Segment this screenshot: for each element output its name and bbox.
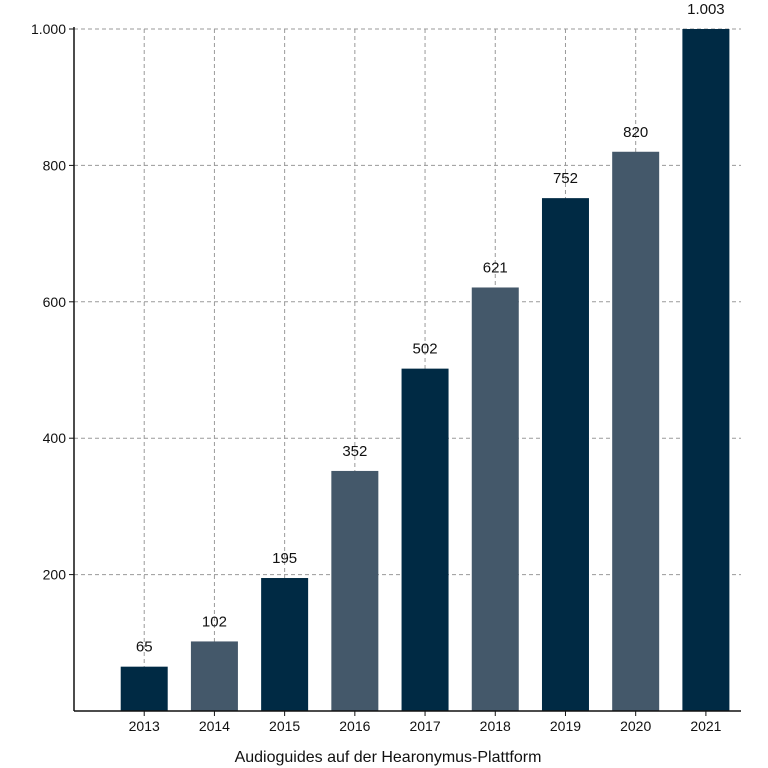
x-tick-label: 2019 xyxy=(550,718,581,734)
bar-value-labels: 65 102 195 352 502 621 752 820 1.003 xyxy=(136,1,725,656)
bar-2019 xyxy=(541,198,589,712)
bar-2013 xyxy=(120,666,168,711)
axes xyxy=(69,27,741,716)
bar-2015 xyxy=(261,578,309,711)
y-tick-label: 800 xyxy=(43,157,67,173)
bar-value-label: 1.003 xyxy=(687,1,725,18)
x-axis-label: Audioguides auf der Hearonymus-Plattform xyxy=(235,749,542,766)
y-tick-label: 1.000 xyxy=(31,21,66,37)
bar-value-label: 352 xyxy=(342,443,367,460)
bar-value-label: 820 xyxy=(623,124,648,141)
x-tick-label: 2021 xyxy=(690,718,721,734)
x-tick-labels: 2013 2014 2015 2016 2017 2018 2019 2020 2021 xyxy=(129,718,722,734)
bar-2021 xyxy=(682,29,730,711)
x-tick-label: 2013 xyxy=(129,718,160,734)
y-tick-labels: 200 400 600 800 1.000 xyxy=(31,21,66,583)
bar-value-label: 752 xyxy=(553,170,578,187)
y-tick-label: 600 xyxy=(43,294,67,310)
bar-2017 xyxy=(401,368,449,711)
bar-value-label: 102 xyxy=(202,613,227,630)
bar-value-label: 65 xyxy=(136,639,153,656)
bars xyxy=(120,29,730,712)
x-tick-label: 2016 xyxy=(339,718,370,734)
bar-2016 xyxy=(331,470,379,711)
x-tick-label: 2020 xyxy=(620,718,651,734)
bar-value-label: 502 xyxy=(413,341,438,358)
bar-2018 xyxy=(471,287,519,711)
y-tick-label: 200 xyxy=(43,567,67,583)
x-tick-label: 2018 xyxy=(480,718,511,734)
x-tick-label: 2017 xyxy=(409,718,440,734)
x-tick-label: 2015 xyxy=(269,718,300,734)
y-tick-label: 400 xyxy=(43,430,67,446)
bar-2020 xyxy=(612,151,660,711)
bar-value-label: 195 xyxy=(272,550,297,567)
bar-value-label: 621 xyxy=(483,259,508,276)
bar-2014 xyxy=(190,641,238,711)
x-tick-label: 2014 xyxy=(199,718,230,734)
